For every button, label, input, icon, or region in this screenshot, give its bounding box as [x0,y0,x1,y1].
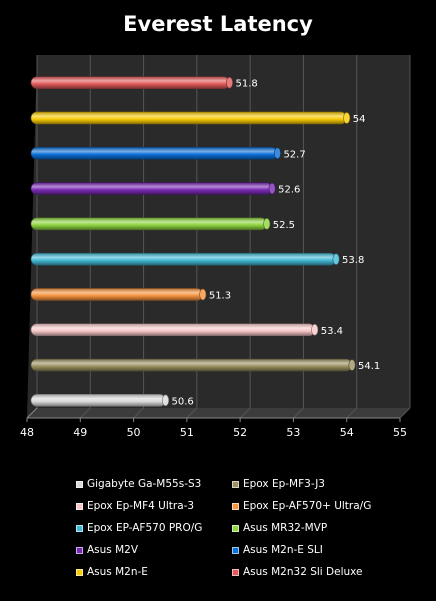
gridline-depth [293,407,304,419]
x-tick-label: 51 [180,426,194,439]
legend-swatch [232,480,239,488]
data-label: 52.7 [283,149,305,160]
x-tick-label: 53 [286,426,300,439]
legend-label: Epox EP-AF570 PRO/G [87,522,203,534]
bar-cap [268,182,276,195]
legend-swatch [76,502,83,510]
legend-label: Asus M2n-E [87,566,148,578]
legend-swatch [76,568,83,576]
legend-label: Epox Ep-AF570+ Ultra/G [243,500,372,512]
bar [30,358,353,372]
legend-label: Epox Ep-MF3-J3 [243,478,325,490]
data-label: 53.4 [321,326,343,337]
legend-item: Asus M2n32 Sli Deluxe [232,564,402,580]
legend-label: Asus MR32-MVP [243,522,328,534]
x-tick-label: 52 [233,426,247,439]
gridline-depth [133,407,144,419]
data-label: 54.1 [358,361,380,372]
bar-cap [199,288,207,301]
data-label: 52.5 [273,220,295,231]
legend: Gigabyte Ga-M55s-S3 Epox Ep-MF3-J3 Epox Ep… [76,476,406,580]
legend-item: Epox EP-AF570 PRO/G [76,520,224,536]
x-tick-label: 54 [340,426,354,439]
bar-cap [332,253,340,265]
x-tick-label: 50 [127,426,141,439]
bar [30,252,337,266]
bar-cap [263,218,271,230]
gridline-depth [239,407,251,419]
bar-cap [162,394,170,407]
legend-swatch [76,480,83,488]
bar-cap [343,112,351,124]
legend-swatch [76,546,83,554]
data-label: 52.6 [278,185,300,196]
legend-item: Epox Ep-MF4 Ultra-3 [76,498,224,514]
x-axis-corner [26,407,38,419]
legend-label: Asus M2V [87,544,139,556]
legend-swatch [232,524,239,532]
data-label: 54 [353,114,366,125]
legend-label: Asus M2n32 Sli Deluxe [243,566,363,578]
bar-cap [348,359,356,371]
bar [30,146,278,160]
bar [30,288,204,301]
legend-item: Asus M2n-E SLI [232,542,402,558]
legend-item: Epox Ep-MF3-J3 [232,476,402,492]
x-tick-label: 55 [393,426,407,439]
gridline-depth [399,407,411,419]
legend-item: Asus MR32-MVP [232,520,402,536]
legend-item: Gigabyte Ga-M55s-S3 [76,476,224,492]
gridline-depth [346,407,358,419]
legend-item: Asus M2V [76,542,224,558]
bar [30,111,348,125]
gridline-depth [79,407,91,419]
bar [30,182,273,195]
bar-chart: 50.6 54.1 53.4 51.3 53.8 52.5 52.6 52.7 54 51.8 4… [20,55,411,439]
x-tick-label: 49 [73,426,87,439]
legend-swatch [76,524,83,532]
bar [30,217,268,231]
legend-label: Asus M2n-E SLI [243,544,323,556]
legend-item: Epox Ep-AF570+ Ultra/G [232,498,402,514]
legend-swatch [232,568,239,576]
bar-cap [225,76,233,89]
bar [30,76,230,89]
data-label: 50.6 [172,396,194,407]
data-label: 51.3 [209,290,231,301]
legend-label: Gigabyte Ga-M55s-S3 [87,478,202,490]
legend-item: Asus M2n-E [76,564,224,580]
data-label: 53.8 [342,255,364,266]
bar [30,323,316,337]
bar-cap [273,147,281,160]
plot-floor [27,408,410,418]
bar-cap [311,323,319,336]
chart-title: Everest Latency [123,12,313,36]
bar [30,394,166,407]
data-label: 51.8 [235,79,257,90]
gridline-depth [186,407,198,419]
x-tick-label: 48 [20,426,34,439]
legend-swatch [232,502,239,510]
legend-swatch [232,546,239,554]
legend-label: Epox Ep-MF4 Ultra-3 [87,500,195,512]
